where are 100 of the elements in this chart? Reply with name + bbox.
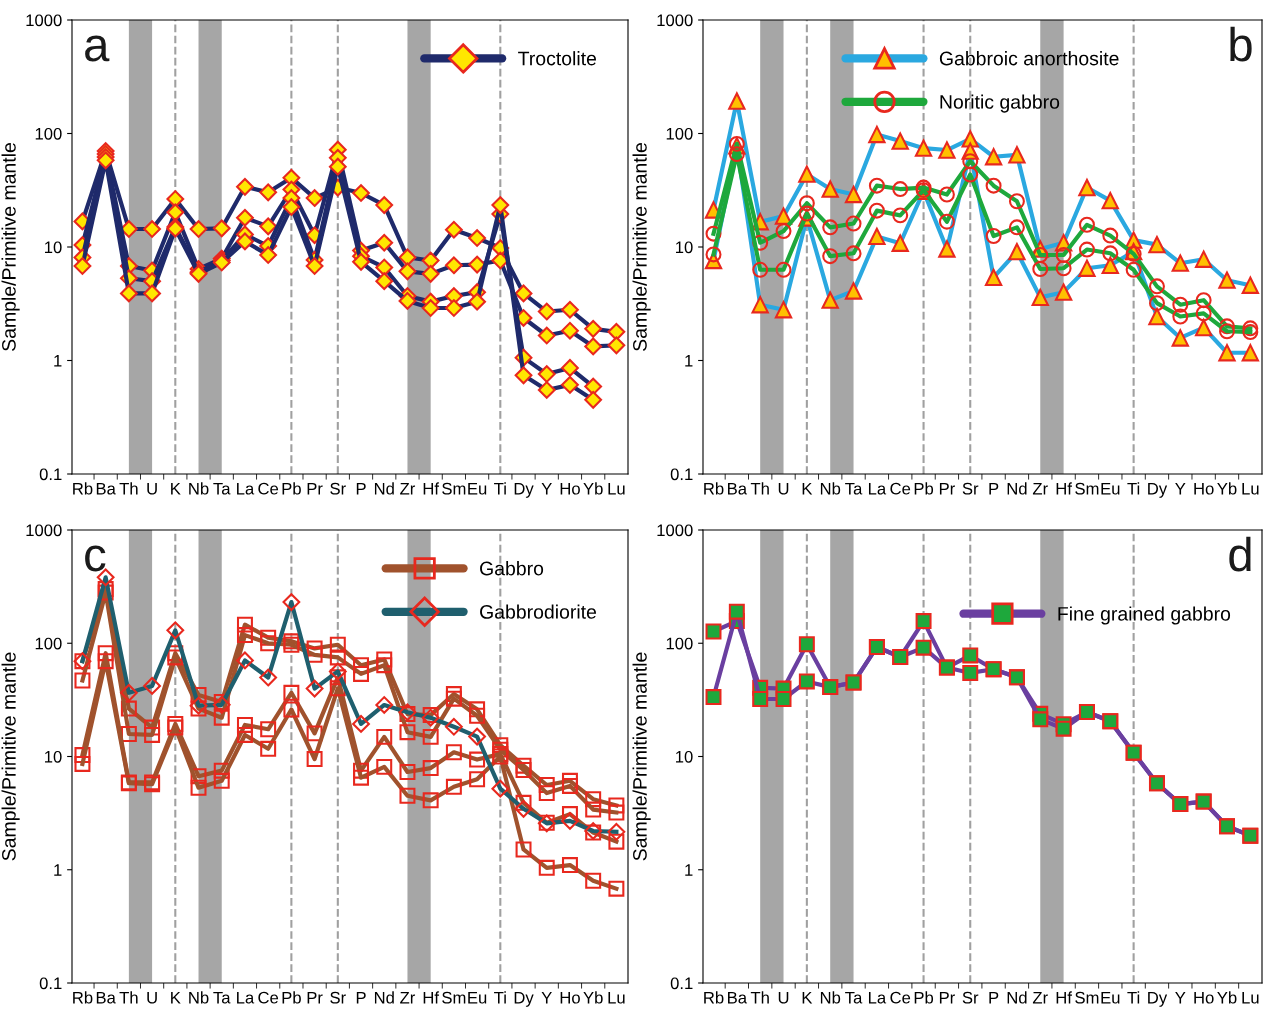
x-tick-label: P [356, 991, 366, 1004]
x-tick-label: Ce [258, 991, 279, 1004]
y-tick-label: 10 [45, 750, 62, 763]
x-tick-label: Pr [939, 991, 955, 1004]
y-tick-label: 1 [54, 864, 62, 876]
x-tick-label: Dy [1148, 482, 1168, 498]
x-tick-label: Lu [1242, 991, 1259, 1004]
x-tick-label: Ba [728, 482, 748, 495]
annotation: c [85, 545, 106, 572]
x-tick-label: U [147, 482, 157, 495]
x-tick-label: Y [1175, 482, 1186, 495]
x-tick-label: Lu [1242, 482, 1259, 495]
y-tick-label: 1000 [657, 14, 693, 27]
x-tick-label: U [778, 482, 789, 495]
y-axis-title: Sample/Primitive mantle [1, 143, 20, 351]
x-tick-label: Nd [374, 482, 394, 495]
x-tick-label: Hf [1056, 991, 1072, 1004]
x-tick-label: Ho [1194, 991, 1214, 1004]
y-axis-title: Sample/Primitive mantle [632, 652, 651, 861]
x-tick-label: Pb [914, 482, 934, 495]
x-tick-label: Ce [258, 482, 279, 495]
y-tick-label: 100 [666, 127, 693, 140]
x-tick-label: Hf [423, 991, 440, 1004]
x-tick-label: Ti [1127, 482, 1140, 495]
x-tick-label: La [868, 991, 887, 1004]
y-tick-label: 0.1 [39, 468, 62, 481]
x-tick-label: Rb [704, 482, 724, 495]
x-tick-label: Ti [1127, 991, 1140, 1004]
x-tick-label: Hf [1056, 482, 1072, 495]
x-tick-label: Ba [96, 991, 116, 1004]
x-tick-label: Ti [494, 991, 506, 1004]
x-tick-label: Sm [442, 482, 466, 495]
x-tick-label: Nb [189, 482, 209, 495]
x-tick-label: Pb [282, 991, 301, 1004]
x-tick-label: Yb [1217, 991, 1237, 1004]
x-tick-label: Sm [1075, 482, 1099, 495]
x-tick-label: Zr [1032, 991, 1048, 1004]
x-tick-label: Yb [583, 991, 603, 1004]
x-tick-label: K [802, 482, 813, 495]
x-tick-label: Pr [307, 991, 323, 1004]
x-tick-label: Eu [468, 991, 487, 1004]
y-axis-title: Sample/Primitive mantle [1, 652, 20, 861]
x-tick-label: Th [119, 991, 138, 1004]
x-tick-label: Yb [583, 482, 603, 495]
y-tick-label: 1 [685, 355, 693, 367]
x-tick-label: Nb [820, 482, 841, 495]
x-tick-label: K [171, 991, 181, 1004]
legend-label: Noritic gabbro [940, 94, 1060, 113]
legend-label: Gabbroic anorthosite [939, 51, 1119, 66]
x-tick-label: Pr [939, 482, 955, 495]
x-tick-label: Dy [514, 991, 534, 1007]
y-tick-label: 10 [45, 241, 62, 254]
x-tick-label: Lu [608, 991, 625, 1004]
annotation: b [1230, 26, 1252, 62]
x-tick-label: U [778, 991, 789, 1004]
x-tick-label: Ba [728, 991, 748, 1004]
x-tick-label: Sm [1075, 991, 1099, 1004]
x-tick-label: La [868, 482, 887, 495]
x-tick-label: Ba [96, 482, 116, 495]
y-tick-label: 1000 [26, 524, 62, 537]
y-axis-title: Sample/Primitive mantle [632, 143, 651, 351]
x-tick-label: Pr [307, 482, 323, 495]
x-tick-label: La [237, 482, 255, 495]
y-tick-label: 100 [35, 637, 62, 650]
x-tick-label: Y [541, 482, 552, 495]
x-tick-label: Sr [330, 991, 346, 1004]
y-tick-label: 100 [666, 637, 693, 650]
x-tick-label: P [989, 991, 999, 1004]
x-tick-label: Th [119, 482, 138, 495]
x-tick-label: K [802, 991, 813, 1004]
x-tick-label: Th [750, 482, 769, 495]
y-tick-label: 100 [35, 127, 62, 140]
x-tick-label: Zr [400, 991, 416, 1004]
x-tick-label: Ho [560, 991, 580, 1004]
y-tick-label: 1 [54, 355, 62, 367]
x-tick-label: La [237, 991, 255, 1004]
x-tick-label: Eu [1101, 991, 1120, 1004]
y-tick-label: 1000 [657, 524, 693, 537]
x-tick-label: Pb [282, 482, 301, 495]
x-tick-label: Ti [494, 482, 506, 495]
x-tick-label: Rb [73, 482, 93, 495]
x-tick-label: Y [541, 991, 552, 1004]
x-tick-label: Sr [330, 482, 346, 495]
x-tick-label: Nd [1007, 991, 1027, 1004]
x-tick-label: Pb [914, 991, 934, 1004]
x-tick-label: Sr [962, 482, 979, 495]
annotation: a [85, 35, 110, 62]
legend-label: Troctolite [518, 51, 597, 66]
x-tick-label: Sr [962, 991, 979, 1004]
x-tick-label: P [356, 482, 366, 495]
x-tick-label: P [989, 482, 999, 495]
y-tick-label: 10 [676, 241, 693, 254]
x-tick-label: U [147, 991, 157, 1004]
x-tick-label: Zr [400, 482, 416, 495]
x-tick-label: Dy [1148, 991, 1168, 1007]
y-tick-label: 0.1 [670, 468, 693, 481]
legend-label: Gabbrodiorite [480, 604, 597, 619]
y-tick-label: 10 [676, 750, 693, 763]
y-tick-label: 0.1 [39, 977, 62, 990]
x-tick-label: Ce [890, 482, 911, 495]
